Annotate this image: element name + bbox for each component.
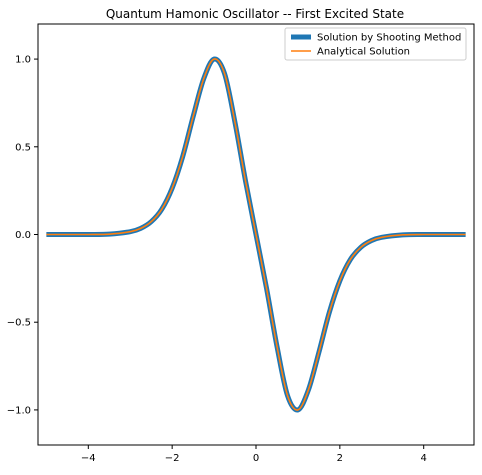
y-tick-label: 1.0 xyxy=(15,55,31,66)
y-tick-label: 0.5 xyxy=(15,142,31,153)
y-tick-label: −0.5 xyxy=(7,318,31,329)
chart-title: Quantum Hamonic Oscillator -- First Exci… xyxy=(106,7,404,21)
legend: Solution by Shooting Method Analytical So… xyxy=(285,28,466,60)
x-tick-label: 4 xyxy=(421,453,427,464)
legend-label: Solution by Shooting Method xyxy=(317,33,461,44)
x-tick-label: 0 xyxy=(253,453,259,464)
series-line-2 xyxy=(46,59,465,410)
y-tick-label: −1.0 xyxy=(7,405,31,416)
x-tick-label: 2 xyxy=(337,453,343,464)
x-axis: −4 −2 0 2 4 xyxy=(81,445,427,464)
x-tick-label: −4 xyxy=(81,453,96,464)
plot-area xyxy=(46,59,465,410)
x-tick-label: −2 xyxy=(165,453,180,464)
y-axis: 1.0 0.5 0.0 −0.5 −1.0 xyxy=(7,55,38,417)
legend-label: Analytical Solution xyxy=(317,47,410,58)
y-tick-label: 0.0 xyxy=(15,230,31,241)
